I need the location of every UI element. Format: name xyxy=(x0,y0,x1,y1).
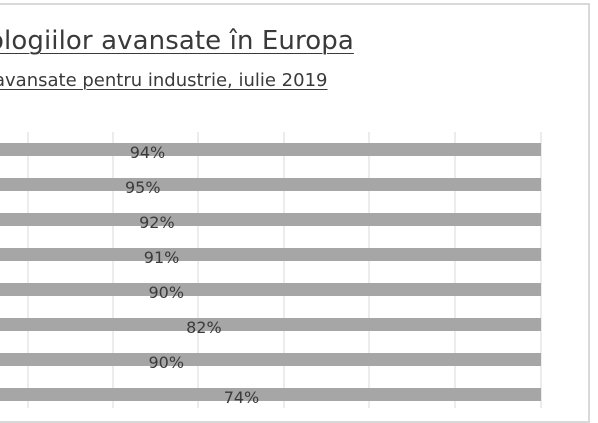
bar-3 xyxy=(0,248,541,261)
bar-7 xyxy=(0,388,541,401)
data-label-2: 92% xyxy=(139,213,175,232)
bars xyxy=(0,143,541,401)
bar-2 xyxy=(0,213,541,226)
data-label-0: 94% xyxy=(130,143,166,162)
chart-canvas: ologiilor avansate în Europa avansate pe… xyxy=(0,3,590,423)
bar-5 xyxy=(0,318,541,331)
chart-subtitle: avansate pentru industrie, iulie 2019 xyxy=(0,70,328,91)
data-label-7: 74% xyxy=(224,388,260,407)
bar-6 xyxy=(0,353,541,366)
chart-plot: 94% 95% 92% 91% 90%82%90% 74% xyxy=(0,132,542,408)
data-label-4: 90% xyxy=(149,283,185,302)
bar-1 xyxy=(0,178,541,191)
data-label-5: 82% xyxy=(186,318,222,337)
data-labels: 94% 95% 92% 91% 90%82%90% 74% xyxy=(125,143,259,407)
chart-title: ologiilor avansate în Europa xyxy=(0,26,354,56)
bar-4 xyxy=(0,283,541,296)
data-label-3: 91% xyxy=(144,248,180,267)
data-label-6: 90% xyxy=(149,353,185,372)
bar-0 xyxy=(0,143,541,156)
gridlines xyxy=(27,132,542,408)
data-label-1: 95% xyxy=(125,178,161,197)
